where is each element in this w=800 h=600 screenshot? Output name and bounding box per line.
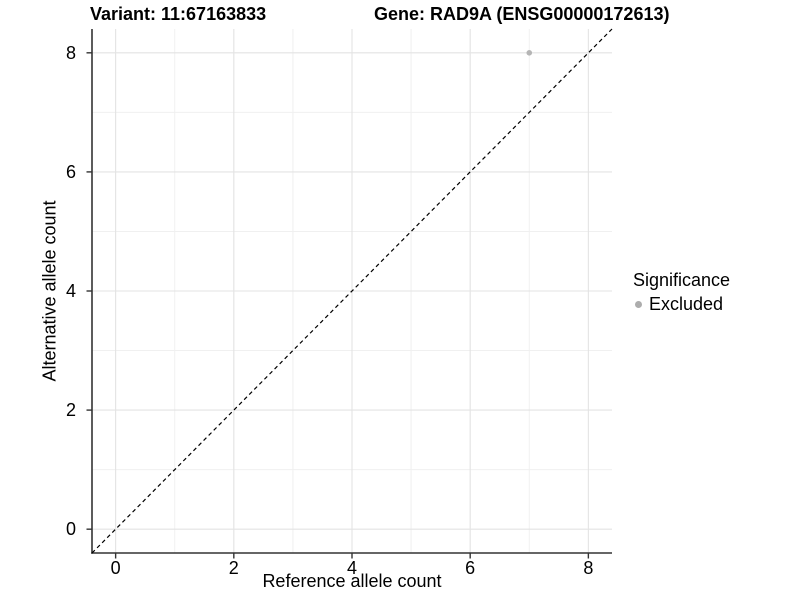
legend-item-label: Excluded (649, 294, 724, 314)
y-tick-label: 8 (65, 42, 76, 63)
y-tick-label: 2 (65, 400, 76, 421)
legend: Significance Excluded (633, 270, 730, 315)
legend-items: Excluded (633, 294, 730, 315)
data-point-excluded (526, 50, 533, 56)
x-tick-label: 8 (583, 558, 594, 578)
x-axis-title: Reference allele count (262, 571, 442, 591)
y-tick-label: 6 (65, 161, 76, 182)
x-tick-label: 6 (465, 558, 476, 578)
y-tick-label: 4 (65, 281, 76, 301)
identity-reference-line (91, 28, 613, 554)
x-tick-label: 2 (228, 558, 239, 578)
x-tick-label: 0 (110, 558, 121, 578)
legend-point-icon (635, 301, 642, 308)
y-tick-label: 0 (65, 519, 76, 540)
plot-title-gene: Gene: RAD9A (ENSG00000172613) (374, 4, 670, 24)
legend-title: Significance (633, 270, 731, 290)
x-tick-label: 4 (346, 558, 358, 578)
legend-item-excluded: Excluded (633, 294, 730, 315)
plot-title-variant: Variant: 11:67163833 (90, 4, 267, 24)
